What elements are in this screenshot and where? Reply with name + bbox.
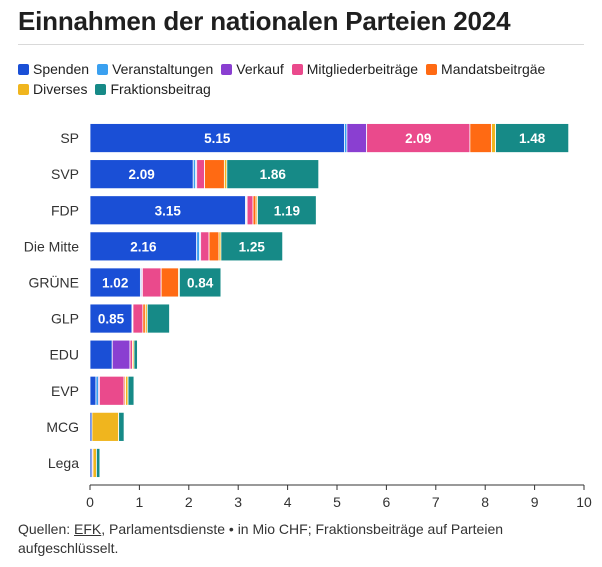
data-label: 1.19 <box>274 203 300 218</box>
chart-footer: Quellen: EFK, Parlamentsdienste • in Mio… <box>18 520 578 558</box>
bar-segment <box>246 195 254 226</box>
bar-segment <box>469 123 493 153</box>
bar-segment <box>96 448 101 478</box>
source-link[interactable]: EFK <box>74 521 102 537</box>
data-label: 5.15 <box>204 131 231 146</box>
bar-segment <box>133 339 138 370</box>
legend-swatch <box>426 64 438 75</box>
bar-segment <box>257 195 317 226</box>
legend-item: Verkauf <box>221 60 284 79</box>
bar-segment <box>118 411 125 442</box>
bar-segment <box>89 195 247 226</box>
data-label: 1.86 <box>260 167 287 182</box>
legend-label: Spenden <box>33 61 90 77</box>
data-label: 0.84 <box>187 275 214 290</box>
bar-segment <box>89 231 198 262</box>
x-tick-label: 5 <box>333 494 341 510</box>
title-divider <box>18 44 584 45</box>
bar-segment <box>160 267 179 298</box>
bar-segment <box>127 375 135 406</box>
data-label: 1.25 <box>239 239 266 254</box>
legend-swatch <box>18 64 29 75</box>
x-tick-label: 2 <box>185 494 193 510</box>
bar-segment <box>91 411 120 442</box>
bar-segment <box>196 159 206 190</box>
bar-segment <box>111 339 131 370</box>
legend-label: Mandatsbeitrgäe <box>441 61 546 77</box>
bar-segment <box>89 339 113 370</box>
bar-segment <box>146 303 170 334</box>
data-label: 2.09 <box>128 167 154 182</box>
x-tick-label: 6 <box>383 494 391 510</box>
bar-segment <box>179 267 222 298</box>
data-label: 2.16 <box>130 239 157 254</box>
bar-segment <box>226 159 320 190</box>
category-label: EDU <box>49 347 79 363</box>
legend-item: Spenden <box>18 60 89 79</box>
data-label: 3.15 <box>155 203 182 218</box>
x-tick-label: 7 <box>432 494 440 510</box>
category-label: SP <box>60 130 79 146</box>
bar-segment <box>98 375 125 406</box>
category-label: SVP <box>51 166 79 182</box>
legend-item: Diverses <box>18 80 87 99</box>
legend-swatch <box>291 64 303 75</box>
bar-segment <box>132 303 144 334</box>
data-label: 1.48 <box>519 131 546 146</box>
legend-item: Fraktionsbeitrag <box>95 80 211 99</box>
legend-label: Verkauf <box>236 61 284 77</box>
legend-label: Veranstaltungen <box>112 61 214 77</box>
x-tick-label: 1 <box>136 494 144 510</box>
category-label: EVP <box>51 383 79 399</box>
bar-segment <box>141 267 162 298</box>
bar-segment <box>491 123 496 153</box>
legend-label: Mitgliederbeiträge <box>306 61 419 77</box>
category-label: FDP <box>51 202 79 218</box>
chart-legend: Spenden Veranstaltungen Verkauf Mitgliederb… <box>18 60 584 100</box>
category-label: MCG <box>46 419 79 435</box>
stacked-bar-chart: SP 5.15 2.09 1.48 SVP 2.09 1.86 FDP 3.15 1.19 Die … <box>24 123 592 510</box>
category-label: GRÜNE <box>28 273 79 290</box>
legend-label: Diverses <box>33 81 88 97</box>
bar-segment <box>252 195 257 226</box>
x-tick-label: 3 <box>234 494 242 510</box>
x-tick-label: 0 <box>86 494 94 510</box>
data-label: 1.02 <box>102 275 128 290</box>
data-label: 0.85 <box>98 312 125 327</box>
bar-segment <box>495 123 570 153</box>
legend-swatch <box>221 64 233 75</box>
footer-prefix: Quellen: <box>18 521 75 537</box>
legend-swatch <box>97 64 109 75</box>
bar-segment <box>208 231 220 262</box>
category-label: Lega <box>48 455 79 471</box>
chart-title: Einnahmen der nationalen Parteien 2024 <box>18 6 511 36</box>
bar-segment <box>92 448 97 478</box>
bar-segment <box>200 231 210 262</box>
bar-segment <box>89 123 345 153</box>
bar-segment <box>346 123 368 153</box>
footer-text: , Parlamentsdienste • in Mio CHF; Frakti… <box>18 521 504 556</box>
data-label: 2.09 <box>405 131 431 146</box>
x-tick-label: 10 <box>576 494 592 510</box>
bar-segment <box>196 231 201 262</box>
legend-item: Veranstaltungen <box>97 60 213 79</box>
x-tick-label: 9 <box>531 494 539 510</box>
legend-swatch <box>95 84 107 95</box>
legend-label: Fraktionsbeitrag <box>110 81 211 97</box>
legend-item: Mandatsbeitrgäe <box>426 60 545 79</box>
bar-segment <box>204 159 225 190</box>
bar-segment <box>89 375 97 406</box>
x-tick-label: 8 <box>481 494 489 510</box>
bar-segment <box>220 231 284 262</box>
legend-item: Mitgliederbeiträge <box>291 60 419 79</box>
category-label: Die Mitte <box>24 238 79 254</box>
bar-segment <box>366 123 471 153</box>
category-label: GLP <box>51 311 79 327</box>
legend-swatch <box>18 84 29 95</box>
x-tick-label: 4 <box>284 494 292 510</box>
